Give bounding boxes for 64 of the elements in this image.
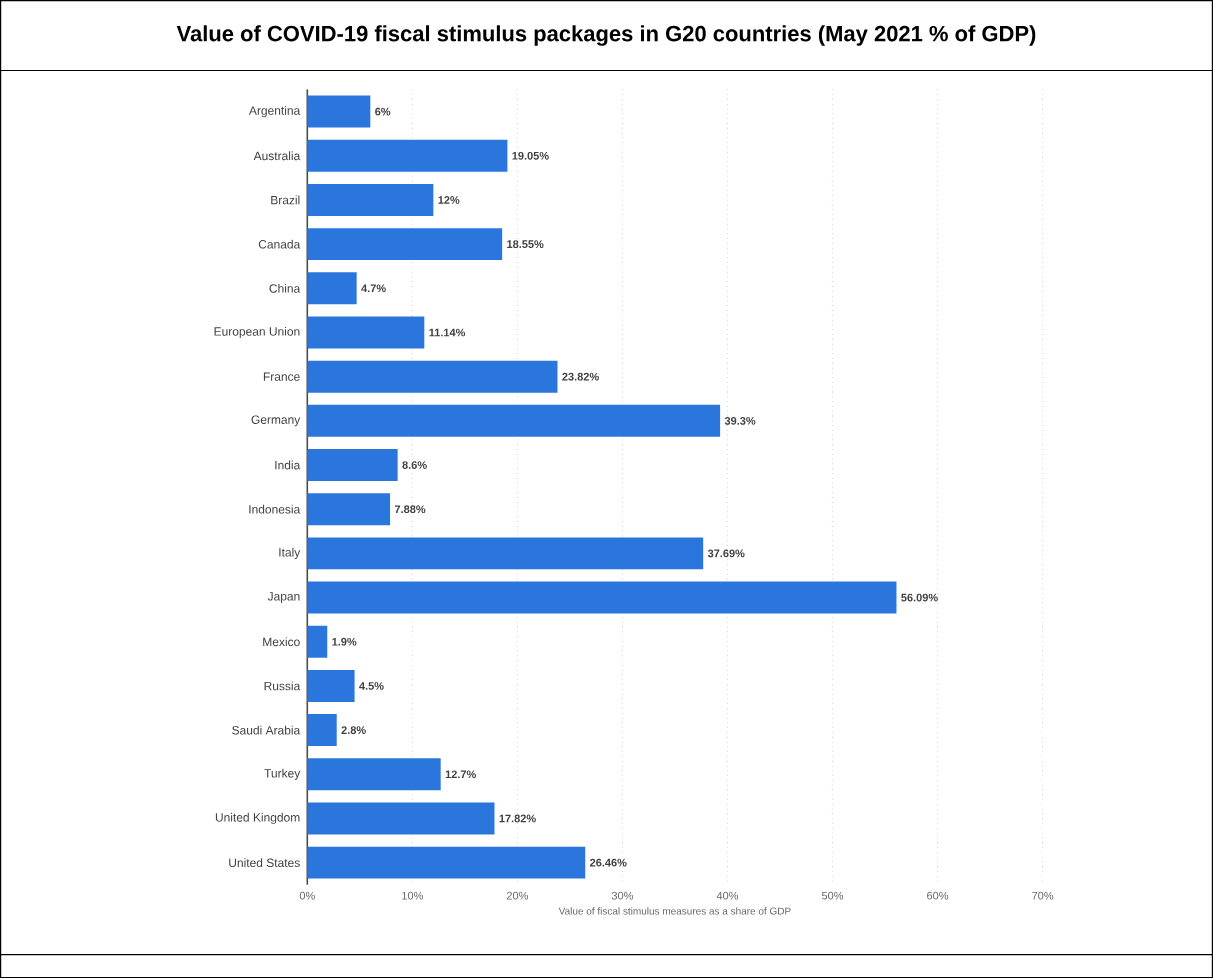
bar: [307, 802, 495, 835]
x-tick-label: 70%: [1032, 891, 1054, 900]
y-tick-label: United Kingdom: [215, 812, 300, 824]
y-tick-label: Mexico: [263, 637, 300, 647]
data-label: 12.7%: [445, 770, 476, 779]
bar: [307, 316, 425, 349]
data-label: 8.6%: [402, 461, 427, 469]
bar: [307, 581, 897, 614]
data-label: 39.3%: [724, 416, 756, 425]
bar: [307, 625, 328, 658]
bar: [307, 183, 434, 216]
x-axis-title: Value of fiscal stimulus measures as a share of GDP: [558, 907, 791, 915]
bar: [307, 493, 391, 526]
y-tick-label: Italy: [279, 547, 301, 559]
bar: [307, 537, 704, 570]
y-tick-label: Brazil: [271, 195, 300, 205]
y-tick-label: France: [263, 372, 300, 381]
data-label: 11.14%: [429, 328, 466, 337]
bar: [307, 714, 337, 746]
x-tick-label: 0%: [299, 891, 315, 900]
y-tick-label: India: [275, 460, 301, 470]
data-label: 12%: [438, 195, 460, 204]
x-tick-label: 50%: [821, 891, 844, 900]
x-tick-label: 20%: [506, 891, 528, 900]
bar: [307, 95, 371, 128]
y-tick-label: European Union: [214, 326, 300, 338]
bar: [307, 846, 586, 879]
data-label: 4.7%: [361, 284, 386, 293]
y-tick-label: China: [269, 283, 301, 293]
data-label: 1.9%: [332, 637, 357, 646]
y-tick-label: Germany: [251, 415, 301, 427]
x-tick-label: 40%: [716, 891, 739, 900]
chart-title: Value of COVID-19 fiscal stimulus packages in G20 countries (May 2021 % of GDP): [176, 25, 1036, 46]
x-tick-label: 60%: [927, 891, 949, 900]
bar: [307, 448, 398, 481]
data-label: 7.88%: [394, 505, 426, 513]
y-tick-label: Indonesia: [249, 504, 301, 514]
y-tick-label: Canada: [258, 239, 301, 249]
bar: [307, 139, 508, 172]
y-tick-label: Australia: [253, 151, 301, 161]
y-tick-label: Turkey: [264, 768, 301, 780]
data-label: 23.82%: [562, 372, 599, 381]
data-label: 17.82%: [499, 814, 536, 823]
y-tick-label: United States: [229, 858, 300, 867]
bar: [307, 669, 355, 702]
data-label: 56.09%: [901, 593, 938, 602]
x-tick-label: 10%: [402, 891, 423, 900]
data-label: 26.46%: [590, 858, 627, 867]
bar: [307, 404, 721, 437]
data-label: 4.5%: [359, 681, 384, 690]
y-tick-label: Saudi Arabia: [232, 725, 301, 735]
data-label: 18.55%: [507, 240, 544, 248]
data-label: 6%: [375, 107, 391, 116]
data-label: 2.8%: [341, 726, 366, 734]
y-tick-label: Russia: [264, 681, 301, 691]
y-tick-label: Argentina: [248, 105, 301, 118]
bar: [307, 758, 441, 791]
data-label: 19.05%: [512, 151, 549, 160]
bar: [307, 228, 503, 261]
bar: [307, 272, 357, 305]
bar: [307, 360, 558, 393]
data-label: 37.69%: [707, 549, 745, 558]
x-tick-label: 30%: [611, 891, 634, 900]
y-tick-label: Japan: [267, 592, 300, 603]
